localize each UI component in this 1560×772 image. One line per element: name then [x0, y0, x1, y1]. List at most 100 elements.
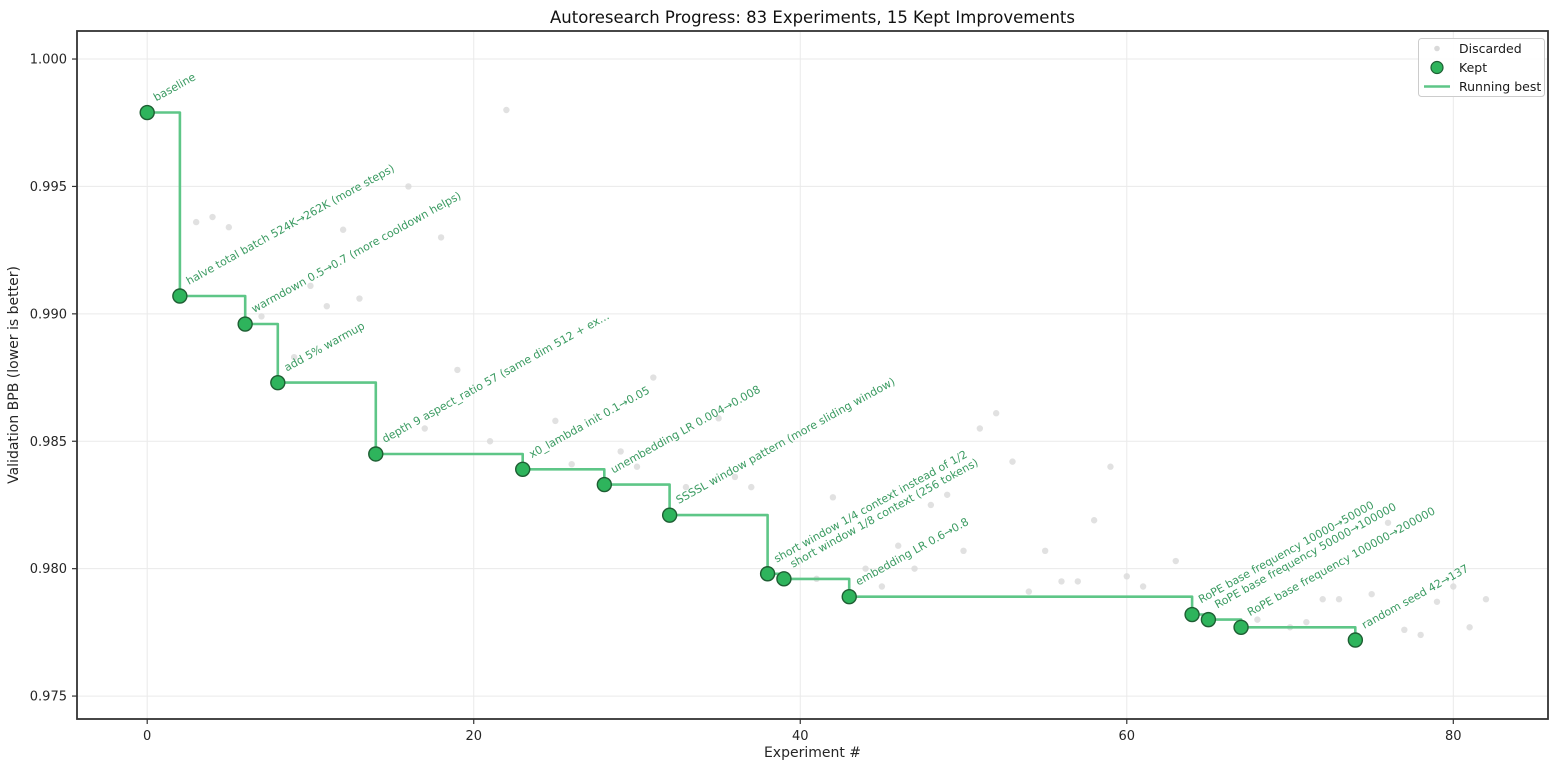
kept-point: [1184, 606, 1200, 623]
discarded-point: [421, 425, 428, 432]
annotation-label: baseline: [151, 70, 198, 104]
discarded-point: [1417, 631, 1424, 639]
legend-box: [1418, 38, 1545, 97]
discarded-point: [1319, 596, 1326, 603]
y-tick-label: 0.975: [30, 690, 67, 705]
discarded-point: [992, 410, 1000, 417]
annotation-label: short window 1/4 context instead of 1/2: [772, 448, 970, 566]
kept-point: [1233, 619, 1249, 635]
kept-point: [368, 446, 384, 462]
discarded-point: [1303, 618, 1310, 626]
annotation-label: random seed 42→137: [1360, 562, 1471, 632]
annotation-label: add 5% warmup: [282, 319, 367, 374]
discarded-point: [1058, 578, 1065, 585]
discarded-point: [731, 473, 739, 481]
discarded-point: [617, 448, 624, 455]
legend-kept-marker: [1430, 60, 1444, 75]
y-tick-label: 0.980: [30, 562, 67, 577]
x-tick-label: 80: [1445, 729, 1462, 744]
discarded-point: [290, 353, 298, 361]
kept-point: [759, 566, 776, 582]
y-tick-label: 1.000: [30, 53, 67, 68]
discarded-point: [356, 295, 363, 302]
discarded-point: [1384, 519, 1392, 526]
discarded-point: [225, 224, 233, 231]
kept-point: [596, 476, 613, 493]
kept-point: [270, 374, 286, 391]
discarded-point: [209, 213, 216, 221]
chart-title: Autoresearch Progress: 83 Experiments, 1…: [550, 8, 1075, 27]
kept-point: [1200, 611, 1217, 628]
discarded-point: [748, 483, 755, 491]
y-tick-label: 0.995: [30, 180, 67, 195]
kept-point: [515, 461, 531, 477]
discarded-point: [192, 218, 200, 226]
kept-point: [172, 288, 188, 304]
kept-point: [1347, 632, 1364, 648]
kept-point: [139, 104, 155, 121]
discarded-point: [568, 460, 575, 468]
discarded-point: [1107, 463, 1114, 470]
discarded-point: [1433, 598, 1441, 605]
discarded-point: [1466, 624, 1473, 631]
discarded-point: [486, 438, 494, 445]
discarded-point: [1074, 578, 1082, 585]
discarded-point: [1482, 596, 1490, 603]
kept-point: [661, 507, 678, 523]
y-tick-label: 0.985: [30, 435, 67, 450]
discarded-point: [829, 494, 837, 501]
discarded-point: [895, 542, 902, 549]
discarded-point: [976, 425, 984, 432]
discarded-point: [339, 226, 347, 233]
discarded-point: [715, 415, 722, 422]
discarded-point: [1450, 583, 1457, 590]
annotation-label: short window 1/8 context (256 tokens): [788, 456, 980, 570]
discarded-point: [650, 374, 657, 381]
discarded-point: [682, 483, 690, 491]
discarded-point: [960, 547, 967, 555]
discarded-point: [1172, 557, 1179, 565]
discarded-point: [911, 565, 918, 572]
discarded-point: [927, 501, 935, 509]
annotation-label: halve total batch 524K→262K (more steps): [184, 162, 397, 288]
discarded-point: [437, 234, 445, 241]
x-tick-label: 0: [143, 729, 151, 744]
kept-point: [237, 316, 253, 332]
discarded-point: [1335, 596, 1343, 603]
x-tick-label: 40: [792, 729, 809, 744]
discarded-point: [1368, 590, 1375, 598]
kept-point: [776, 571, 792, 587]
legend-label: Discarded: [1459, 41, 1522, 56]
legend-label: Kept: [1459, 60, 1487, 75]
discarded-point: [323, 303, 330, 310]
discarded-point: [1041, 547, 1049, 555]
annotation-label: warmdown 0.5→0.7 (more cooldown helps): [249, 189, 463, 316]
discarded-point: [1009, 458, 1016, 465]
discarded-point: [1090, 517, 1098, 524]
x-axis-label: Experiment #: [764, 745, 861, 761]
axes-border: [76, 30, 1549, 720]
discarded-point: [1123, 573, 1130, 580]
discarded-point: [1401, 626, 1408, 634]
discarded-point: [1139, 583, 1147, 590]
discarded-point: [943, 491, 951, 498]
discarded-point: [633, 463, 641, 470]
legend-discarded-marker: [1434, 45, 1440, 52]
discarded-point: [1254, 616, 1261, 623]
x-tick-label: 60: [1119, 729, 1136, 744]
y-tick-label: 0.990: [30, 307, 67, 322]
discarded-point: [862, 565, 869, 572]
legend-label: Running best: [1459, 79, 1541, 94]
discarded-point: [878, 583, 886, 590]
discarded-point: [307, 282, 314, 290]
discarded-point: [503, 106, 510, 114]
y-axis-label: Validation BPB (lower is better): [6, 266, 22, 484]
discarded-point: [258, 313, 265, 320]
kept-point: [841, 588, 857, 605]
discarded-point: [552, 417, 559, 425]
discarded-point: [405, 183, 412, 190]
annotation-label: x0_lambda init 0.1→0.05: [527, 384, 652, 461]
x-tick-label: 20: [465, 729, 482, 744]
